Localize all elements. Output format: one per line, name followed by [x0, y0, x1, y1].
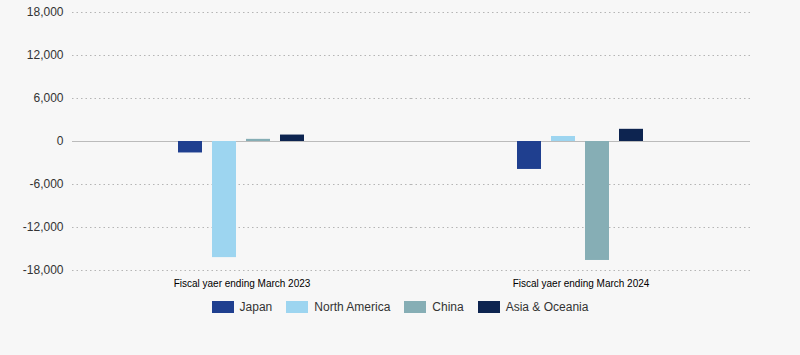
- svg-text:6,000: 6,000: [33, 91, 63, 105]
- svg-text:12,000: 12,000: [27, 48, 64, 62]
- svg-text:Fiscal yaer ending March 2024: Fiscal yaer ending March 2024: [513, 278, 650, 289]
- svg-text:18,000: 18,000: [27, 5, 64, 19]
- svg-text:-12,000: -12,000: [23, 220, 64, 234]
- html-text:Japan: Japan: [239, 300, 273, 314]
- html-text:Asia & Oceania: Asia & Oceania: [505, 300, 589, 314]
- html-text:China: China: [432, 300, 464, 314]
- svg-text:0: 0: [57, 134, 64, 148]
- svg-text:-18,000: -18,000: [23, 263, 64, 277]
- svg-text:Fiscal yaer ending March 2023: Fiscal yaer ending March 2023: [174, 278, 311, 289]
- svg-text:-6,000: -6,000: [29, 177, 63, 191]
- html-text:North America: North America: [314, 300, 391, 314]
